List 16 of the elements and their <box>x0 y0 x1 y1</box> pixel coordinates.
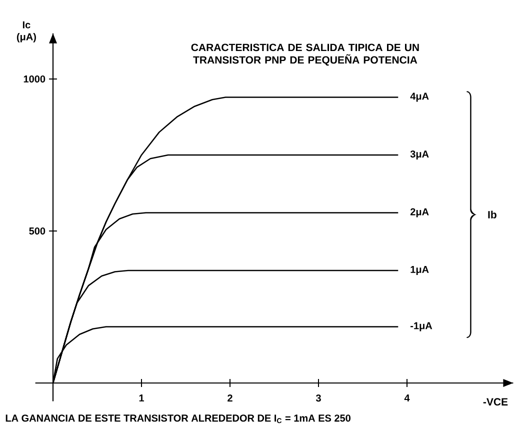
x-axis-title: -VCE <box>483 398 508 406</box>
x-tick-label: 3 <box>316 394 321 402</box>
legend-title: Ib <box>488 210 496 218</box>
x-tick-label: 4 <box>404 394 410 402</box>
x-tick-label: 2 <box>228 394 232 402</box>
text: CARACTERISTICA DE SALIDA TIPICA DE UN TRANSISTOR PNP DE PEQUEÑA POTENCIA <box>191 44 419 66</box>
series-label: 1μA <box>410 266 429 275</box>
series-label: 2μA <box>410 208 429 218</box>
series-label: 3μA <box>410 150 429 160</box>
y-tick-label: 500 <box>29 227 46 235</box>
y-tick-label: 1000 <box>24 75 46 83</box>
x-tick-label: 1 <box>139 394 144 402</box>
y-axis-title: Ic (μA) <box>16 21 36 42</box>
text: LA GANANCIA DE ESTE TRANSISTOR ALREDEDOR DE I$_{C}$ = 1mA ES 250 <box>6 414 350 424</box>
series-label: 4μA <box>410 92 429 102</box>
series-label: -1μA <box>410 322 432 332</box>
